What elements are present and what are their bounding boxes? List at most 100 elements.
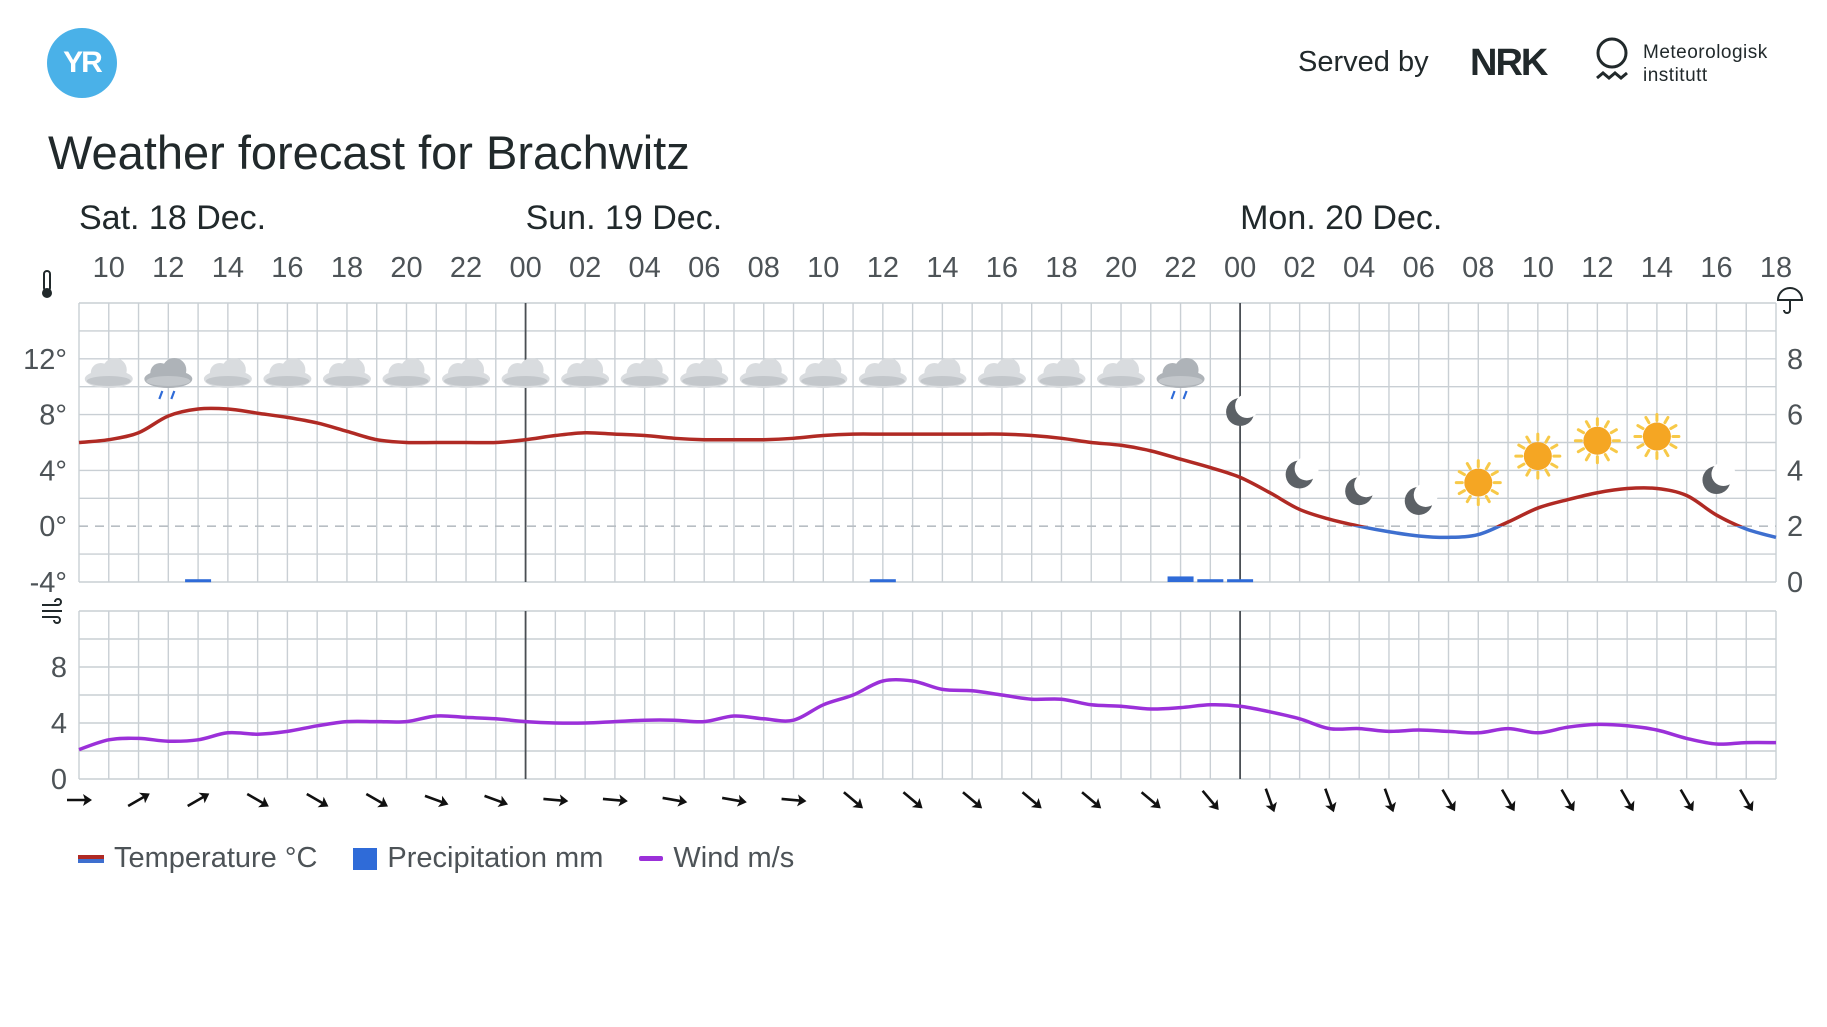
sun-ray [1669,424,1678,431]
sun-disc [1523,442,1552,471]
legend-item-temperature[interactable]: Temperature °C [78,842,317,875]
temp-axis-label: 0° [39,511,67,543]
moon-icon [1345,473,1379,506]
rain-drop [1182,390,1188,400]
wind-swatch [639,856,664,861]
hour-tick-label: 08 [748,252,780,284]
wind-line [78,677,1777,752]
wind-direction-arrow [1201,789,1219,810]
sun-ray [1457,489,1466,496]
wind-arrow-shaft [246,792,267,806]
sun-ray [1609,447,1618,454]
umbrella-icon-canopy [1776,287,1804,301]
sun-icon [1573,417,1621,465]
cloud-shade [384,376,429,386]
cloud-rain-icon [1156,358,1205,400]
hour-tick-label: 22 [1164,252,1196,284]
cloud-icon [1097,358,1146,388]
sun-ray [1484,462,1491,471]
wind-arrow-shaft [1324,788,1334,809]
sun-ray [1609,428,1618,435]
moon-cut [1413,482,1438,507]
cloud-icon [739,358,788,388]
hour-tick-label: 18 [1045,252,1077,284]
wind-arrow-head [677,794,688,807]
wind-arrow-head [971,797,983,809]
wind-arrow-shaft [781,797,803,803]
sun-ray [1544,435,1551,444]
nrk-logo[interactable]: NRK [1470,42,1548,84]
precipitation-bar [1197,579,1224,583]
hour-tick-label: 20 [390,252,422,284]
wind-arrow-shaft [1021,791,1040,807]
met-logo-text[interactable]: Meteorologisk institutt [1643,41,1768,87]
umbrella-icon-handle [1783,300,1791,314]
wind-direction-arrow [1620,788,1635,812]
legend-label-wind: Wind m/s [673,842,795,874]
cloud-icon [620,358,669,388]
wind-arrow-head [1504,800,1516,812]
wind-arrow-shaft [1560,788,1574,809]
moon-cut [1354,473,1379,498]
wind-arrow-head [1090,797,1102,809]
wind-direction-arrow [1679,788,1694,812]
precip-axis-label: 4 [1787,455,1803,487]
hour-tick-label: 06 [1403,252,1435,284]
temp-axis-label: -4° [30,567,67,599]
cloud-icon [203,358,252,388]
legend-item-wind[interactable]: Wind m/s [639,842,794,875]
wind-arrow-head [497,795,509,808]
wind-arrow-head [1623,800,1635,812]
legend-item-precipitation[interactable]: Precipitation mm [353,842,603,875]
sun-ray [1550,443,1559,450]
cloud-shade [86,376,131,386]
day-label: Mon. 20 Dec. [1240,199,1442,237]
hour-tick-label: 10 [93,252,125,284]
sun-disc [1642,422,1671,451]
wind-arrow-shaft [1383,788,1394,809]
wind-arrow-shaft [365,792,386,806]
yr-logo[interactable]: YR [47,28,117,98]
wind-arrow-shaft [1620,788,1633,809]
precipitation-bar [1227,579,1254,583]
cloud-shade [265,376,310,386]
wind-arrow-head [911,797,923,809]
day-label: Sat. 18 Dec. [79,199,266,237]
precip-axis-label: 0 [1787,567,1803,599]
cloud-icon [382,358,431,388]
wind-axis-label: 4 [51,708,67,740]
wind-arrow-head [1743,800,1754,812]
cloud-shade [503,376,548,386]
sun-ray [1490,470,1499,477]
wind-arrow-shaft [1201,789,1218,808]
wind-axis-label: 8 [51,652,67,684]
moon-icon [1702,462,1736,495]
cloud-icon [322,358,371,388]
hour-tick-label: 02 [1284,252,1316,284]
wind-arrow-shaft [484,794,505,805]
wind-arrow-head [1564,800,1575,812]
wind-arrow-head [1265,801,1277,813]
cloud-shade [1099,376,1144,386]
sun-icon [1514,432,1562,480]
sun-ray [1517,462,1526,469]
sun-disc [1583,426,1612,455]
wind-direction-arrow [1441,788,1456,812]
cloud-icon [680,358,729,388]
sun-ray [1644,448,1651,458]
wind-direction-arrow [187,792,210,808]
wind-arrow-shaft [1441,788,1455,809]
hour-tick-label: 00 [1224,252,1256,284]
cloud-shade [324,376,369,386]
moon-cut [1235,394,1260,418]
sun-ray [1550,462,1559,469]
wind-arrow-shaft [1500,788,1514,809]
temp-axis-label: 12° [23,344,67,376]
sun-icon [1454,459,1502,507]
precip-axis-label: 2 [1787,511,1803,543]
cloud-shade [860,376,905,386]
sun-disc [1464,468,1493,497]
sun-ray [1525,435,1532,444]
wind-arrow-head [852,797,864,809]
met-logo-icon [1596,37,1628,80]
